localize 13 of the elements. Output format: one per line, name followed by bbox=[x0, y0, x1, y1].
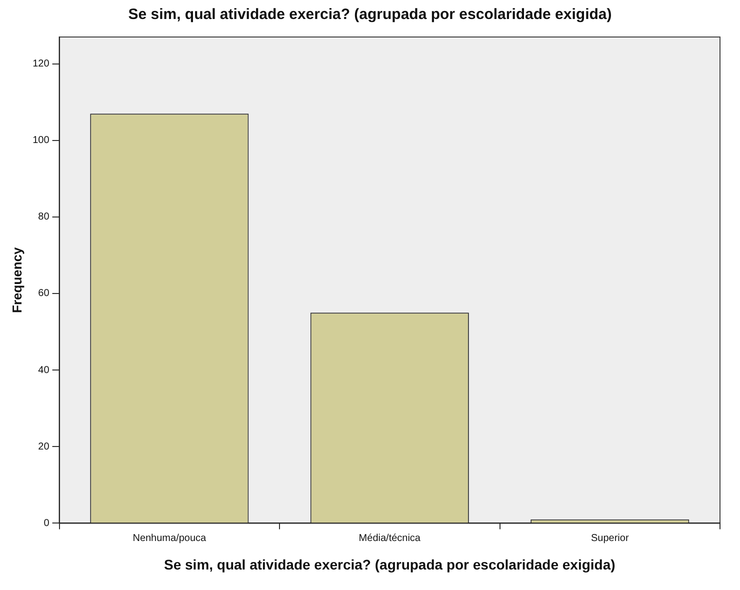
x-tick-label: Superior bbox=[590, 532, 630, 544]
y-tick-label: 20 bbox=[38, 441, 50, 452]
y-tick-label: 40 bbox=[38, 364, 50, 376]
y-tick-label: 0 bbox=[44, 518, 50, 529]
chart-title: Se sim, qual atividade exercia? (agrupada por escolaridade exigida) bbox=[127, 6, 613, 23]
x-tick-label: Média/técnica bbox=[358, 532, 421, 544]
y-tick-label: 120 bbox=[32, 58, 50, 70]
y-tick-label: 80 bbox=[38, 212, 50, 223]
y-tick-label: 100 bbox=[32, 135, 50, 146]
y-tick-label: 60 bbox=[38, 288, 50, 300]
y-axis-title: Frequency bbox=[9, 246, 24, 313]
x-axis-title: Se sim, qual atividade exercia? (agrupada por escolaridade exigida) bbox=[164, 556, 616, 572]
x-tick-label: Nenhuma/pouca bbox=[132, 532, 207, 544]
